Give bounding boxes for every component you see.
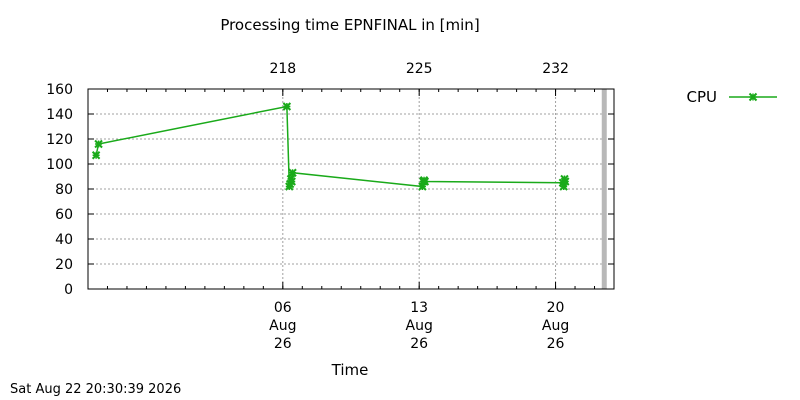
x-axis-ticks: 06 Aug 26 13 Aug 26 20 Aug 26: [106, 282, 596, 352]
data-point: [420, 177, 430, 186]
x-tick-label: 06 Aug 26: [269, 300, 296, 352]
y-tick-label: 160: [46, 82, 73, 98]
plot-frame: [87, 88, 615, 290]
chart-title: Processing time EPNFINAL in [min]: [220, 16, 479, 34]
y-tick-label: 120: [46, 132, 73, 148]
top-tick-label: 218: [269, 61, 296, 77]
top-axis-ticks: 218 225 232: [106, 61, 596, 96]
series-cpu: [91, 102, 570, 191]
y-tick-label: 100: [46, 157, 73, 173]
grid-lines: [88, 89, 614, 289]
x-tick-label-line: 26: [547, 336, 565, 352]
x-tick-label-line: 26: [410, 336, 428, 352]
data-point: [91, 151, 101, 160]
data-point: [288, 168, 297, 177]
y-tick-label: 80: [55, 182, 73, 198]
y-tick-label: 0: [64, 282, 73, 298]
data-point: [287, 177, 296, 186]
x-tick-label: 13 Aug 26: [406, 300, 433, 352]
x-tick-label-line: Aug: [269, 318, 296, 334]
x-tick-label-line: 20: [547, 300, 565, 316]
y-tick-label: 140: [46, 107, 73, 123]
x-tick-label-line: 06: [274, 300, 292, 316]
y-axis-ticks: 0 20 40 60 80 100 120 140 160: [46, 82, 614, 298]
y-tick-label: 40: [55, 232, 73, 248]
axes: [87, 88, 615, 290]
generation-timestamp: Sat Aug 22 20:30:39 2026: [10, 382, 182, 397]
x-tick-label-line: 26: [274, 336, 292, 352]
top-tick-label: 232: [542, 61, 569, 77]
data-point: [282, 102, 292, 111]
top-tick-label: 225: [406, 61, 433, 77]
legend-label: CPU: [687, 88, 718, 106]
data-point: [748, 92, 758, 102]
x-tick-label-line: Aug: [542, 318, 569, 334]
x-axis-label: Time: [331, 361, 369, 379]
y-tick-label: 60: [55, 207, 73, 223]
x-tick-label-line: 13: [410, 300, 428, 316]
current-time-marker: [601, 89, 607, 289]
series-line: [95, 105, 567, 188]
x-tick-label: 20 Aug 26: [542, 300, 569, 352]
data-point: [561, 177, 570, 186]
y-tick-label: 20: [55, 257, 73, 273]
x-tick-label-line: Aug: [406, 318, 433, 334]
data-point: [94, 139, 103, 149]
legend: CPU: [687, 88, 777, 106]
